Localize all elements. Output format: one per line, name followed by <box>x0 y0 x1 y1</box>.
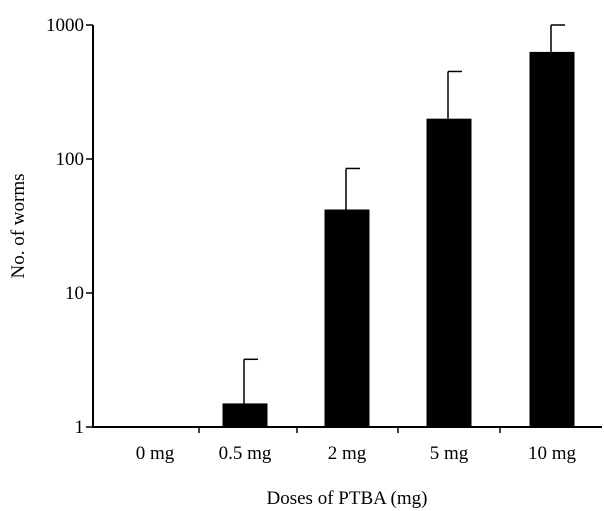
bar <box>324 209 370 427</box>
x-tick-label: 10 mg <box>528 443 577 464</box>
y-tick-label: 10 <box>65 283 84 304</box>
y-tick-label: 1000 <box>46 15 84 36</box>
bar <box>529 51 575 427</box>
y-axis-ticks: 1 10 100 1000 <box>46 15 93 438</box>
y-axis-title: No. of worms <box>8 173 29 278</box>
error-bars <box>243 24 565 404</box>
y-tick-label: 1 <box>75 417 85 438</box>
x-tick-label: 2 mg <box>328 443 367 464</box>
x-axis-ticks: 0 mg 0.5 mg 2 mg 5 mg 10 mg <box>136 427 577 464</box>
x-tick-label: 0.5 mg <box>219 443 272 464</box>
bar <box>222 403 268 427</box>
y-tick-label: 100 <box>56 149 85 170</box>
bar <box>426 118 472 427</box>
bars <box>222 51 575 427</box>
x-tick-label: 5 mg <box>430 443 469 464</box>
x-tick-label: 0 mg <box>136 443 175 464</box>
x-axis-title: Doses of PTBA (mg) <box>267 488 428 509</box>
